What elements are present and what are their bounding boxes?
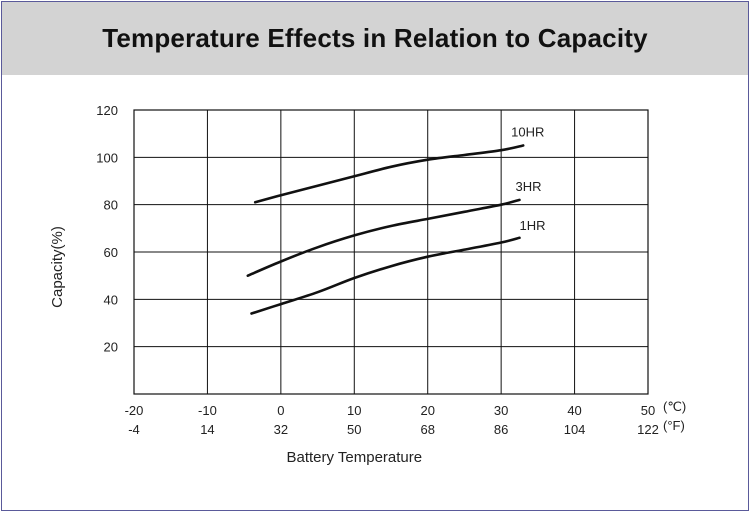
series-line-1hr — [250, 236, 521, 315]
x-tick-label-c: 50 — [641, 403, 655, 418]
x-tick-label-f: 104 — [564, 422, 586, 437]
x-tick-label-f: 68 — [420, 422, 434, 437]
x-tick-label-c: 0 — [277, 403, 284, 418]
series-label-3hr: 3HR — [516, 179, 542, 194]
series-label-10hr: 10HR — [511, 125, 544, 140]
x-tick-label-c: -10 — [198, 403, 217, 418]
y-tick-label: 60 — [104, 245, 118, 260]
series-line-10hr — [253, 144, 525, 204]
series-label-1hr: 1HR — [520, 218, 546, 233]
x-tick-label-f: 14 — [200, 422, 214, 437]
x-tick-label-c: 30 — [494, 403, 508, 418]
y-tick-label: 120 — [96, 103, 118, 118]
x-tick-label-f: 86 — [494, 422, 508, 437]
x-tick-label-f: -4 — [128, 422, 140, 437]
series-group — [246, 144, 525, 315]
x-tick-label-c: 20 — [420, 403, 434, 418]
y-tick-label: 40 — [104, 292, 118, 307]
grid — [133, 109, 649, 395]
y-axis-label: Capacity(%) — [49, 226, 66, 308]
x-tick-label-f: 50 — [347, 422, 361, 437]
x-unit-c: (℃) — [663, 399, 686, 414]
y-tick-label: 100 — [96, 150, 118, 165]
series-line-3hr — [246, 198, 521, 277]
x-unit-f: (°F) — [663, 418, 685, 433]
x-tick-label-c: 40 — [567, 403, 581, 418]
x-axis-label: Battery Temperature — [286, 449, 422, 466]
labels-group: -20 -4 -10 14 0 32 10 50 20 68 30 86 40 104 50 122 (℃) (°… — [49, 103, 686, 466]
title-bar: Temperature Effects in Relation to Capac… — [2, 2, 748, 75]
x-tick-label-f: 122 — [637, 422, 659, 437]
x-tick-label-f: 32 — [274, 422, 288, 437]
x-tick-label-c: -20 — [125, 403, 144, 418]
y-tick-label: 80 — [104, 198, 118, 213]
chart-title: Temperature Effects in Relation to Capac… — [102, 23, 648, 53]
x-tick-label-c: 10 — [347, 403, 361, 418]
y-tick-label: 20 — [104, 340, 118, 355]
